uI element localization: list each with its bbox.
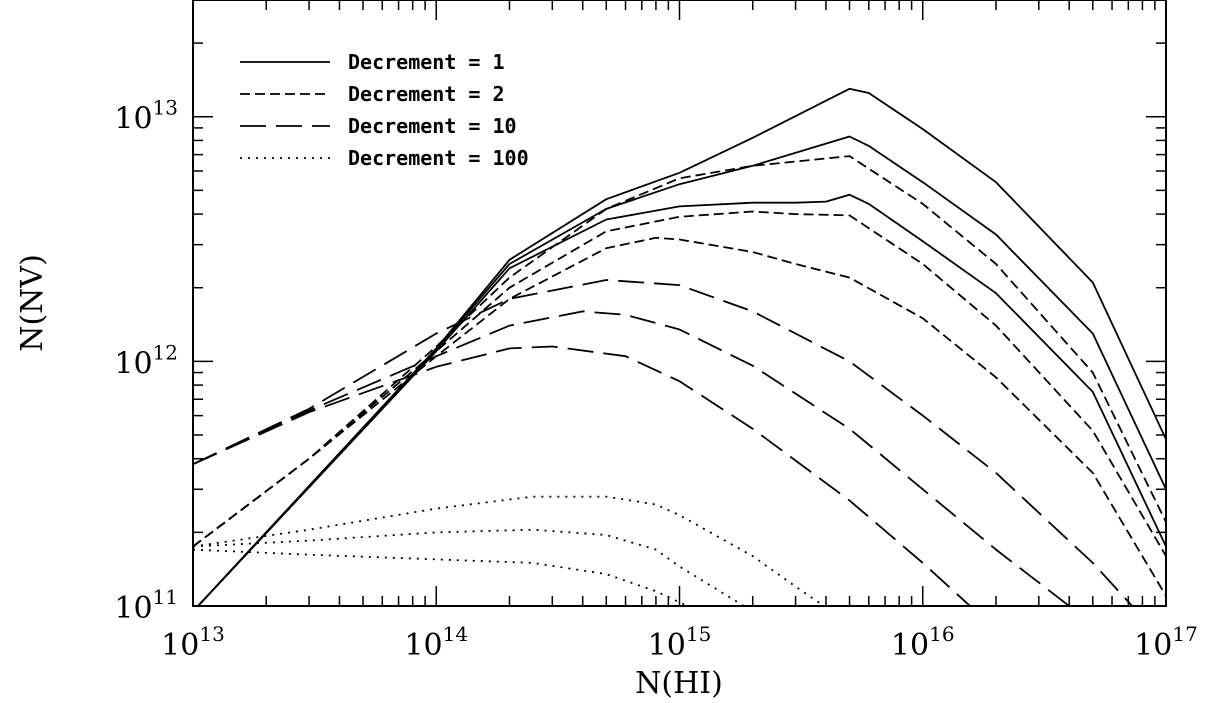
x-tick-label: 1014: [404, 622, 468, 663]
plot-frame: [192, 0, 1167, 607]
minor-ticks: [193, 0, 1166, 606]
legend-label: Decrement = 2: [348, 82, 505, 106]
major-ticks: [192, 0, 1166, 607]
series-line: [193, 528, 746, 606]
series-line: [193, 548, 690, 606]
series-line: [193, 310, 1071, 606]
series-line: [196, 135, 1166, 606]
series-line: [196, 193, 1166, 606]
y-tick-labels: 1011 1012 1013: [114, 96, 178, 626]
series-line: [193, 345, 972, 606]
legend-label: Decrement = 1: [348, 50, 505, 74]
x-tick-label: 1015: [648, 622, 712, 663]
y-axis-title: N(NV): [15, 254, 50, 352]
y-tick-label: 1012: [114, 340, 178, 381]
y-tick-label: 1011: [114, 585, 178, 626]
series-line: [193, 210, 1166, 557]
series-line: [193, 495, 826, 606]
x-axis-title: N(HI): [635, 666, 723, 701]
series-line: [193, 279, 1134, 606]
x-tick-label: 1017: [1134, 622, 1198, 663]
legend-label: Decrement = 100: [348, 146, 529, 170]
x-tick-label: 1016: [891, 622, 955, 663]
x-tick-label: 1013: [161, 622, 225, 663]
series-line: [196, 87, 1166, 606]
legend: Decrement = 1 Decrement = 2 Decrement = 10…: [240, 50, 529, 170]
series-line: [193, 155, 1166, 548]
legend-label: Decrement = 10: [348, 114, 517, 138]
x-tick-labels: 1013 1014 1015 1016 1017: [161, 622, 1198, 663]
series-layer: [193, 87, 1166, 606]
series-line: [193, 236, 1166, 597]
y-tick-label: 1013: [114, 96, 178, 137]
